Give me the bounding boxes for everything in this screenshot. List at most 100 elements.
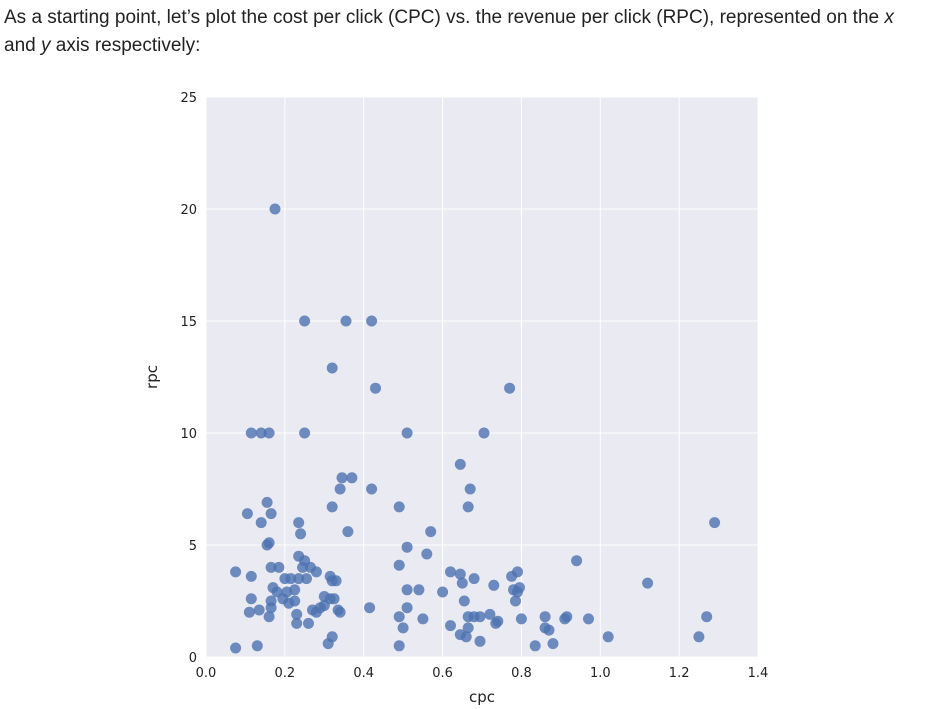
data-point-89 [318, 600, 330, 611]
x-tick-label-2: 0.4 [353, 666, 374, 681]
data-point-25 [255, 517, 267, 529]
data-point-28 [342, 526, 354, 538]
data-point-70 [512, 586, 523, 598]
data-point-99 [484, 608, 496, 620]
y-tick-labels: 0 5 10 15 20 25 [180, 91, 197, 666]
intro-text-1: As a starting point, let’s plot the cost… [4, 7, 885, 28]
data-point-55 [468, 573, 480, 585]
data-point-94 [393, 611, 405, 623]
intro-text-3: axis respectively: [50, 35, 201, 56]
data-point-65 [401, 584, 413, 596]
data-point-39 [265, 561, 277, 573]
data-point-10 [299, 427, 311, 439]
y-tick-label-4: 20 [180, 203, 197, 218]
data-point-29 [425, 526, 437, 538]
data-point-54 [454, 568, 466, 580]
data-point-57 [506, 570, 518, 582]
data-point-12 [478, 427, 490, 439]
y-tick-label-5: 25 [180, 91, 197, 106]
data-point-125 [230, 642, 242, 654]
data-point-58 [456, 577, 468, 589]
data-point-52 [330, 575, 342, 587]
data-point-78 [328, 593, 340, 605]
data-point-7 [245, 427, 257, 439]
data-point-75 [289, 595, 301, 607]
data-point-103 [539, 611, 551, 623]
data-point-2 [340, 315, 352, 327]
data-point-15 [346, 472, 358, 484]
data-point-16 [334, 483, 346, 495]
data-point-123 [529, 640, 541, 652]
data-point-83 [263, 611, 275, 623]
data-point-66 [413, 584, 425, 596]
data-point-111 [445, 620, 456, 632]
data-point-47 [285, 573, 297, 585]
data-point-48 [293, 573, 305, 585]
data-point-120 [322, 638, 334, 650]
x-tick-label-0: 0.0 [196, 666, 217, 681]
data-point-40 [273, 561, 285, 573]
y-tick-label-2: 10 [180, 427, 197, 442]
data-point-4 [326, 362, 338, 374]
data-point-33 [401, 541, 413, 553]
y-tick-label-3: 15 [180, 315, 197, 330]
data-point-93 [401, 602, 413, 614]
data-point-105 [559, 613, 571, 625]
x-tick-label-1: 0.2 [275, 666, 296, 681]
data-point-114 [543, 624, 555, 636]
data-point-82 [253, 604, 265, 616]
data-point-108 [291, 617, 303, 629]
data-point-41 [297, 561, 309, 573]
data-point-121 [474, 635, 486, 647]
data-point-0 [269, 203, 281, 215]
data-point-20 [326, 501, 338, 513]
x-tick-label-7: 1.4 [748, 666, 769, 681]
data-point-71 [245, 593, 257, 605]
data-point-98 [474, 611, 486, 623]
data-point-37 [571, 555, 583, 567]
y-tick-label-0: 0 [189, 651, 197, 666]
data-point-80 [510, 595, 521, 607]
data-point-38 [393, 559, 405, 571]
intro-y-variable: y [40, 35, 51, 56]
data-point-53 [445, 566, 456, 578]
data-point-91 [334, 606, 346, 618]
data-point-102 [515, 613, 527, 625]
data-point-11 [401, 427, 413, 439]
y-tick-label-1: 5 [189, 539, 197, 554]
data-point-84 [265, 602, 277, 614]
data-point-27 [709, 517, 721, 529]
x-tick-label-4: 0.8 [511, 666, 532, 681]
data-point-22 [462, 501, 474, 513]
data-point-116 [460, 631, 472, 643]
grid-lines [205, 96, 759, 658]
data-point-122 [547, 638, 559, 650]
data-point-23 [241, 508, 253, 520]
y-axis-label: rpc [143, 365, 161, 389]
x-tick-label-3: 0.6 [432, 666, 453, 681]
data-point-19 [261, 496, 273, 508]
data-point-64 [289, 584, 301, 596]
data-point-9 [263, 427, 275, 439]
data-point-118 [602, 631, 614, 643]
data-point-112 [462, 622, 474, 634]
data-point-18 [464, 483, 476, 495]
data-point-106 [583, 613, 594, 625]
data-point-119 [693, 631, 705, 643]
data-point-13 [454, 458, 466, 470]
intro-text-2: and [4, 35, 41, 56]
data-points [230, 203, 721, 654]
data-point-14 [336, 472, 348, 484]
intro-x-variable: x [884, 7, 894, 28]
x-tick-label-6: 1.2 [669, 666, 690, 681]
data-point-43 [310, 566, 322, 578]
data-point-30 [295, 528, 307, 540]
x-axis-label: cpc [469, 688, 495, 706]
intro-paragraph: As a starting point, let’s plot the cost… [4, 4, 922, 60]
data-point-126 [251, 640, 263, 652]
data-point-81 [243, 606, 255, 618]
data-point-107 [701, 611, 713, 623]
plot-area [206, 97, 758, 657]
data-point-79 [458, 595, 470, 607]
data-point-3 [366, 315, 378, 327]
